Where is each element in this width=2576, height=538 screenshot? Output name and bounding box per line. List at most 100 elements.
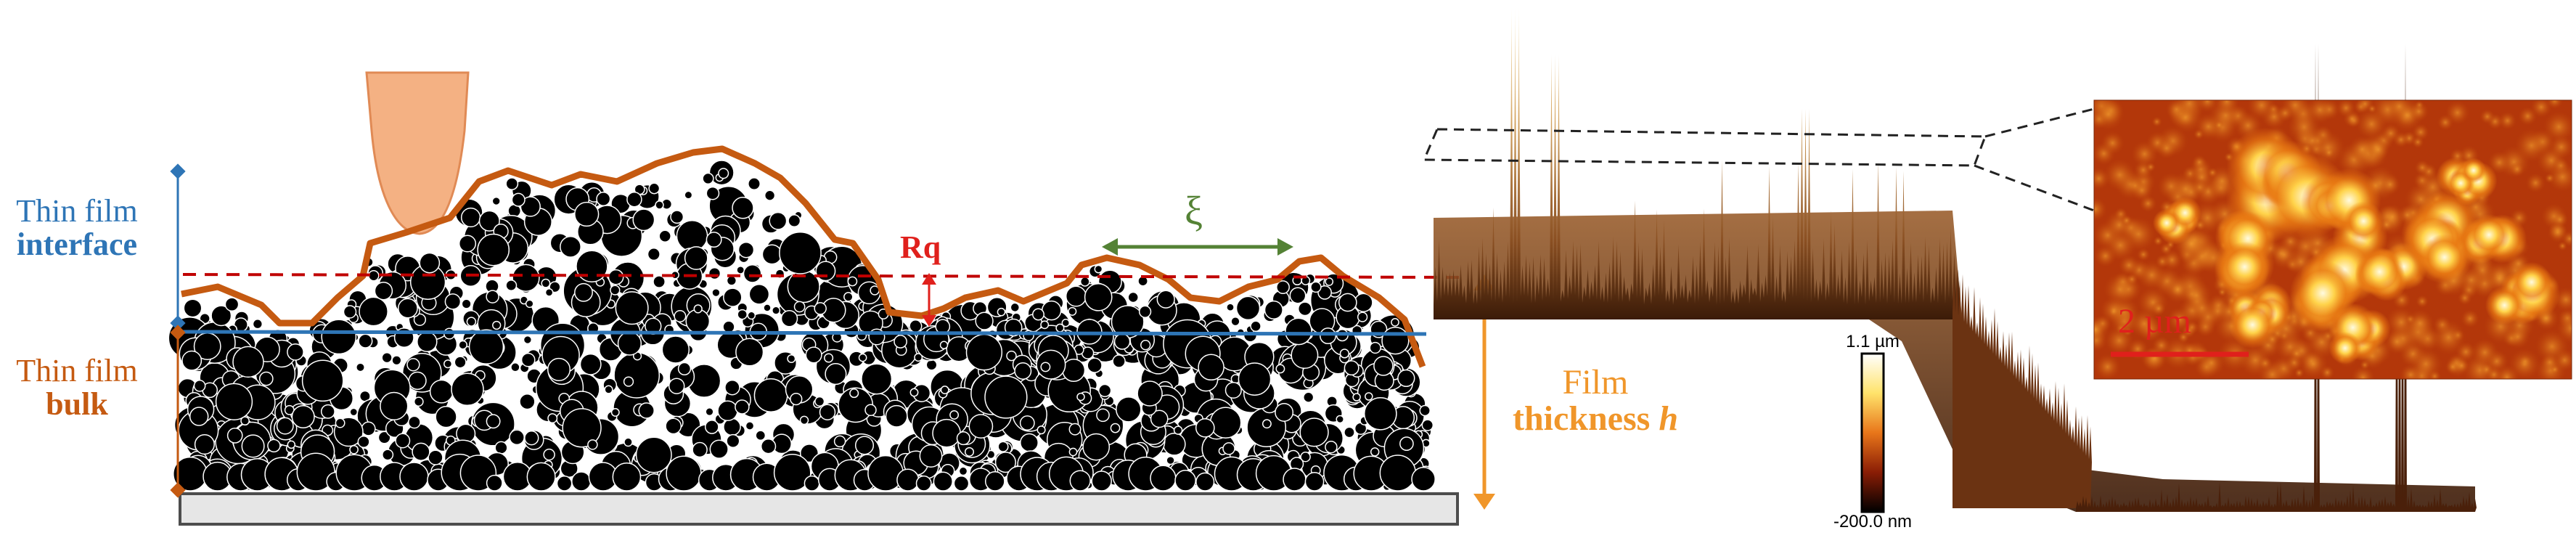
particle [637,437,671,472]
particle [909,320,922,333]
particle [260,372,273,386]
particle [1365,398,1397,430]
particle [1275,404,1293,421]
particle [436,407,457,428]
particle [1063,359,1085,382]
particle [835,436,846,447]
particle [1422,420,1433,431]
particle [1223,443,1235,455]
bulk-label: Thin film bulk [0,354,154,421]
particle [850,389,859,398]
particle [782,311,798,327]
afm-hotspot [2469,214,2510,256]
particle [719,168,729,179]
particle [1137,381,1162,406]
afm-grain [2095,354,2121,380]
particle [1116,397,1141,422]
particle [655,201,663,209]
particle [524,336,532,344]
afm-grain [2445,101,2469,125]
particle [788,355,796,363]
particle [920,445,941,467]
color-bar-min-label: -200.0 nm [1822,513,1923,531]
particle [1037,426,1045,434]
roughness-label: Rq [900,231,941,264]
afm-grain [2545,174,2555,184]
particle [361,422,375,436]
particle [575,203,599,227]
particle [1115,334,1130,349]
particle [676,221,707,251]
particle [253,319,263,329]
particle [1097,409,1109,421]
particle [525,431,539,445]
particle [486,290,499,303]
particle [195,380,205,391]
particle [588,440,597,449]
particle [356,363,364,371]
particle [1042,301,1061,320]
particle-bulk [168,160,1435,491]
particle [1069,424,1080,435]
particle [400,462,428,491]
particle [292,406,314,428]
interface-label-line2: interface [0,228,154,261]
particle [1371,448,1379,456]
particle [487,476,502,491]
particle [350,446,358,454]
particle [541,280,549,288]
particle [703,174,713,184]
particle [710,440,728,458]
particle [1056,324,1064,332]
thickness-label-word: thickness [1513,399,1659,438]
particle [815,397,825,407]
afm-grain [2546,92,2563,109]
particle [581,354,601,375]
particle [1251,321,1261,331]
afm-grain [2173,87,2207,121]
afm-grain [2432,320,2466,355]
particle [1021,416,1034,430]
particle [1336,416,1344,423]
afm-grain [2368,105,2376,113]
particle [382,353,392,363]
particle [1320,328,1336,343]
particle [575,284,592,301]
particle [428,450,443,465]
particle [462,208,481,227]
particle [748,311,755,319]
height-color-bar [1862,354,1884,512]
particle [762,245,781,264]
afm-grain [2207,168,2217,178]
particle [1041,362,1050,371]
particle [546,289,553,296]
particle [576,250,608,282]
afm-grain [2132,141,2158,167]
particle [1141,341,1150,350]
afm-grain [2215,89,2239,114]
afm-grain [2368,139,2389,160]
particle [801,416,809,424]
particle [718,401,737,420]
particle [727,435,740,448]
afm-grain [2416,295,2429,308]
particle [1196,419,1214,437]
afm-grain [2156,137,2178,159]
particle [1380,455,1415,491]
particle [910,388,917,396]
particle [748,178,760,189]
particle [492,197,500,205]
particle [941,386,949,394]
particle [412,443,430,460]
particle [1198,354,1224,380]
particle [228,428,242,443]
particle [409,416,420,428]
particle [679,363,691,375]
thickness-label: Film thickness h [1501,364,1690,438]
particle [605,386,613,394]
particle [1007,351,1016,361]
particle [1325,441,1337,453]
particle [1140,306,1151,317]
